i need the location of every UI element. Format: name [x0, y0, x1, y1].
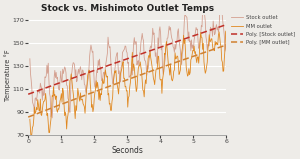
Stock outlet: [50, 117, 54, 119]
Poly. [Stock outlet]: [148, 50, 151, 52]
Line: MM outlet: MM outlet: [30, 31, 226, 140]
MM outlet: [194, 57, 198, 59]
Poly. [Stock outlet]: [144, 51, 148, 53]
Poly. [MM outlet]: [144, 72, 148, 74]
Poly. [MM outlet]: [224, 44, 228, 46]
Y-axis label: Temperature °F: Temperature °F: [4, 49, 11, 101]
Stock outlet: [28, 58, 31, 60]
Poly. [MM outlet]: [206, 50, 210, 52]
Poly. [MM outlet]: [27, 116, 31, 118]
Legend: Stock outlet, MM outlet, Poly. [Stock outlet], Poly. [MM outlet]: Stock outlet, MM outlet, Poly. [Stock ou…: [231, 15, 296, 45]
Stock outlet: [194, 27, 198, 28]
Stock outlet: [29, 73, 32, 75]
Poly. [Stock outlet]: [224, 24, 228, 26]
Poly. [Stock outlet]: [27, 93, 31, 95]
Title: Stock vs. Mishimoto Outlet Temps: Stock vs. Mishimoto Outlet Temps: [41, 4, 214, 13]
X-axis label: Seconds: Seconds: [111, 146, 143, 155]
MM outlet: [149, 57, 152, 59]
MM outlet: [224, 30, 228, 32]
Poly. [Stock outlet]: [26, 93, 30, 95]
MM outlet: [28, 118, 31, 120]
MM outlet: [145, 70, 148, 72]
Line: Stock outlet: Stock outlet: [30, 0, 226, 118]
Stock outlet: [145, 74, 148, 76]
MM outlet: [146, 71, 149, 73]
Stock outlet: [207, 45, 211, 47]
Stock outlet: [224, 49, 228, 51]
Stock outlet: [146, 65, 149, 67]
Poly. [MM outlet]: [144, 72, 147, 74]
MM outlet: [29, 129, 32, 131]
MM outlet: [207, 43, 210, 45]
Poly. [MM outlet]: [26, 116, 30, 118]
Poly. [MM outlet]: [148, 71, 151, 73]
MM outlet: [29, 139, 33, 141]
Line: Poly. [MM outlet]: Poly. [MM outlet]: [28, 45, 226, 117]
Poly. [MM outlet]: [194, 55, 197, 57]
Poly. [Stock outlet]: [206, 30, 210, 32]
Stock outlet: [149, 45, 152, 47]
Poly. [Stock outlet]: [144, 51, 147, 53]
Line: Poly. [Stock outlet]: Poly. [Stock outlet]: [28, 25, 226, 94]
Poly. [Stock outlet]: [194, 34, 197, 36]
